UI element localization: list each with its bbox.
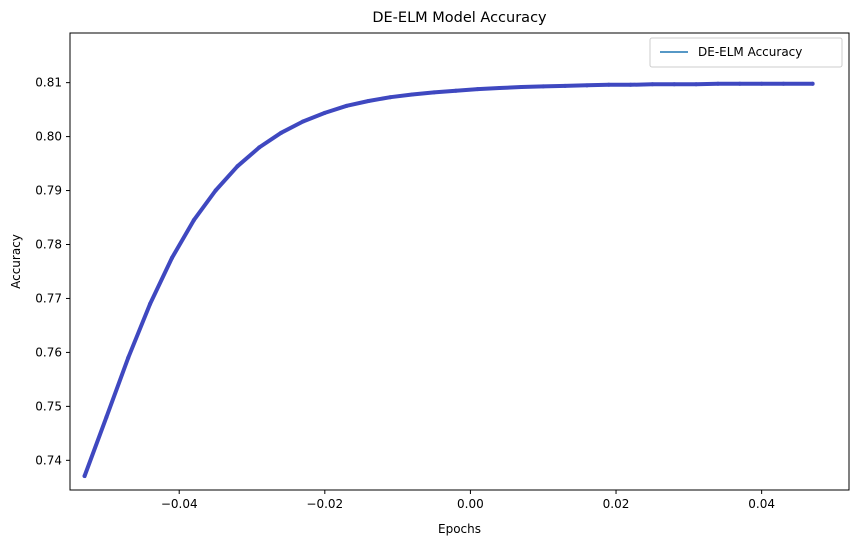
x-tick-label: 0.00 — [457, 497, 484, 511]
data-point — [126, 355, 131, 360]
legend-box — [649, 37, 843, 68]
data-point — [410, 92, 415, 97]
data-point — [737, 81, 742, 86]
data-point — [169, 255, 174, 260]
data-point — [300, 119, 305, 124]
y-axis-ticks: 0.74 0.75 0.76 0.77 0.78 0.79 0.80 0.81 — [35, 76, 70, 467]
y-tick-label: 0.79 — [35, 184, 62, 198]
data-point — [432, 90, 437, 95]
data-point — [759, 81, 764, 86]
data-point — [213, 188, 218, 193]
x-tick-label: −0.04 — [161, 497, 198, 511]
data-point — [104, 415, 109, 420]
data-point — [235, 164, 240, 169]
data-point — [344, 103, 349, 108]
data-point — [606, 82, 611, 87]
x-tick-label: 0.04 — [748, 497, 775, 511]
data-point — [148, 301, 153, 306]
y-tick-label: 0.78 — [35, 238, 62, 252]
data-point — [672, 82, 677, 87]
data-point — [82, 473, 87, 478]
series-line-accuracy — [82, 81, 815, 478]
y-tick-label: 0.75 — [35, 399, 62, 413]
chart-title: DE-ELM Model Accuracy — [372, 10, 547, 26]
x-axis-label: Epochs — [438, 522, 481, 536]
y-tick-label: 0.81 — [35, 76, 62, 90]
plot-area — [82, 81, 815, 478]
data-point — [497, 86, 502, 91]
data-point — [279, 130, 284, 135]
data-point — [650, 82, 655, 87]
x-axis-ticks: −0.04 −0.02 0.00 0.02 0.04 — [161, 490, 775, 511]
data-point — [388, 95, 393, 100]
data-point — [322, 110, 327, 115]
x-tick-label: −0.02 — [306, 497, 343, 511]
data-point — [541, 84, 546, 89]
data-point — [715, 81, 720, 86]
data-point — [563, 83, 568, 88]
data-point — [810, 81, 815, 86]
y-tick-label: 0.76 — [35, 345, 62, 359]
data-point — [191, 218, 196, 223]
legend: DE-ELM Accuracy — [649, 37, 843, 68]
y-tick-label: 0.77 — [35, 291, 62, 305]
data-point — [257, 145, 262, 150]
data-point — [584, 83, 589, 88]
data-point — [694, 82, 699, 87]
data-point — [366, 98, 371, 103]
axes-frame — [69, 32, 850, 491]
data-point — [628, 82, 633, 87]
y-tick-label: 0.74 — [35, 453, 62, 467]
data-point — [475, 87, 480, 92]
data-point — [781, 81, 786, 86]
legend-label: DE-ELM Accuracy — [698, 45, 802, 59]
data-point — [519, 84, 524, 89]
x-tick-label: 0.02 — [603, 497, 630, 511]
y-tick-label: 0.80 — [35, 130, 62, 144]
data-point — [453, 88, 458, 93]
y-axis-label: Accuracy — [9, 234, 23, 289]
